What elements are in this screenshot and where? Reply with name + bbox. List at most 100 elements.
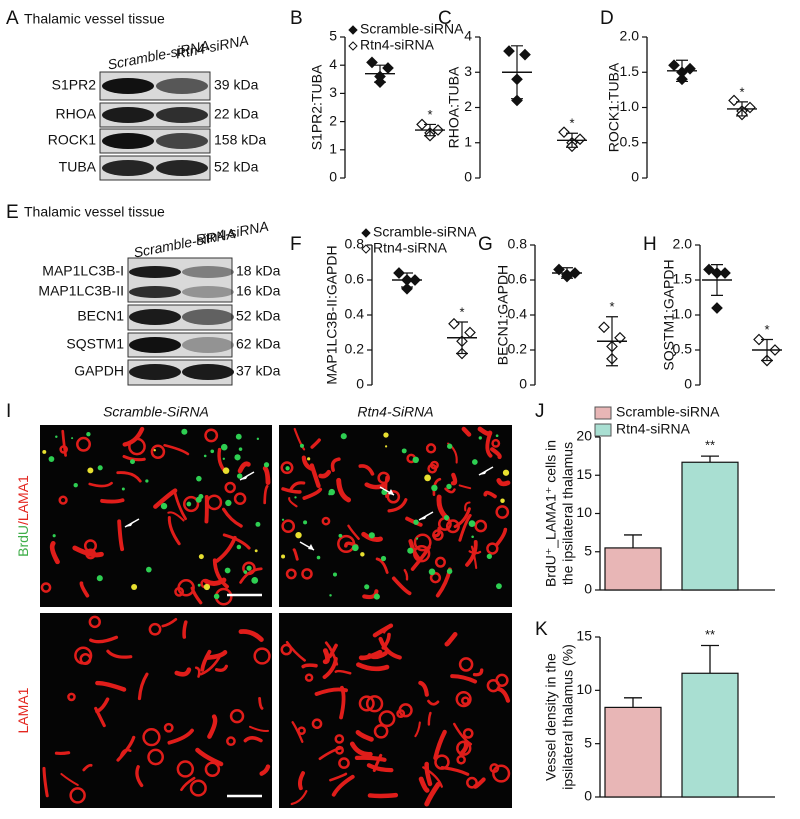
vessel (200, 649, 212, 672)
vessel (491, 438, 501, 448)
brdu-cell (495, 583, 502, 590)
y-axis-label: the ipsilateral thalamus (560, 442, 576, 585)
vessel (336, 477, 352, 503)
data-point (558, 126, 570, 139)
vessel (204, 761, 221, 778)
y-tick-label: 10 (576, 504, 592, 520)
vessel (204, 650, 228, 660)
protein-label: TUBA (59, 159, 97, 175)
vessel (229, 708, 245, 724)
brdu-cell (256, 437, 260, 441)
brdu-cell (502, 469, 510, 476)
brdu-cell (48, 456, 55, 462)
arrow-head (308, 544, 314, 550)
vessel (291, 721, 304, 743)
vessel (358, 464, 375, 476)
brdu-cell (243, 570, 248, 574)
vessel (290, 789, 308, 806)
y-tick-label: 1 (464, 133, 472, 149)
vessel (207, 714, 218, 739)
vessel (226, 736, 236, 747)
vessel (148, 622, 162, 636)
vessel (163, 443, 190, 456)
vessel (334, 669, 352, 675)
y-tick-label: 1 (329, 141, 337, 157)
y-tick-label: 0 (356, 376, 364, 392)
blot-title: Thalamic vessel tissue (24, 11, 165, 27)
brdu-cell (472, 459, 478, 465)
vessel (384, 475, 389, 498)
vessel (249, 725, 270, 732)
vessel (122, 454, 146, 462)
row-label: LAMA1 (15, 687, 31, 733)
vessel (328, 643, 338, 659)
panel-letter: G (478, 234, 493, 255)
data-point (366, 56, 378, 69)
vessel (302, 487, 323, 500)
vessel (489, 763, 500, 774)
blot-band (129, 364, 181, 380)
vessel (331, 774, 355, 797)
data-point (382, 62, 394, 74)
annotation: * (739, 84, 744, 99)
brdu-cell (222, 467, 230, 474)
panel-letter: H (643, 234, 657, 255)
blot-band (102, 133, 154, 149)
vessel (262, 466, 271, 485)
size-label: 16 kDa (236, 283, 281, 299)
vessel (458, 484, 472, 490)
brdu-cell (146, 566, 152, 573)
micrograph (40, 425, 272, 607)
brdu-cell (384, 445, 388, 448)
vessel (408, 539, 421, 561)
vessel (233, 492, 247, 505)
error-bar (456, 321, 468, 355)
vessel (361, 531, 383, 542)
vessel (258, 696, 264, 710)
data-point (711, 302, 723, 314)
vessel (100, 498, 125, 504)
vessel (147, 748, 164, 766)
data-point (753, 333, 765, 346)
y-tick-label: 0 (329, 169, 337, 185)
brdu-cell (196, 475, 202, 482)
annotation: ** (705, 627, 715, 642)
vessel (288, 497, 298, 508)
blot-band (102, 78, 154, 94)
annotation: * (459, 304, 464, 319)
vessel (427, 699, 440, 706)
vessel (462, 728, 474, 739)
error-bar (761, 338, 773, 362)
vessel (444, 487, 456, 494)
blot-band (129, 286, 181, 298)
vessel (280, 461, 294, 475)
vessel (495, 505, 510, 519)
legend-marker (348, 41, 358, 51)
arrow-head (240, 474, 249, 480)
blot-band (156, 133, 208, 149)
vessel (88, 481, 113, 488)
brdu-cell (52, 534, 56, 538)
brdu-cell (340, 433, 347, 440)
vessel (456, 754, 466, 765)
data-point (448, 317, 460, 330)
brdu-cell (236, 473, 243, 479)
brdu-cell (236, 544, 242, 550)
brdu-cell (415, 537, 419, 540)
annotation: * (609, 299, 614, 314)
vessel (490, 447, 502, 460)
arrow-head (479, 469, 488, 475)
vessel (358, 695, 375, 712)
brdu-cell (431, 484, 438, 492)
vessel (243, 736, 263, 743)
y-axis-label: ROCK1:TUBA (606, 62, 622, 152)
blot-band (102, 107, 154, 123)
brdu-cell (235, 433, 242, 440)
protein-label: GAPDH (74, 363, 124, 379)
row-label: BrdU/LAMA1 (15, 475, 31, 557)
vessel (72, 545, 104, 558)
brdu-cell (87, 467, 94, 474)
blot-band (156, 78, 208, 94)
brdu-cell (203, 583, 211, 591)
y-tick-label: 1.5 (620, 63, 640, 79)
